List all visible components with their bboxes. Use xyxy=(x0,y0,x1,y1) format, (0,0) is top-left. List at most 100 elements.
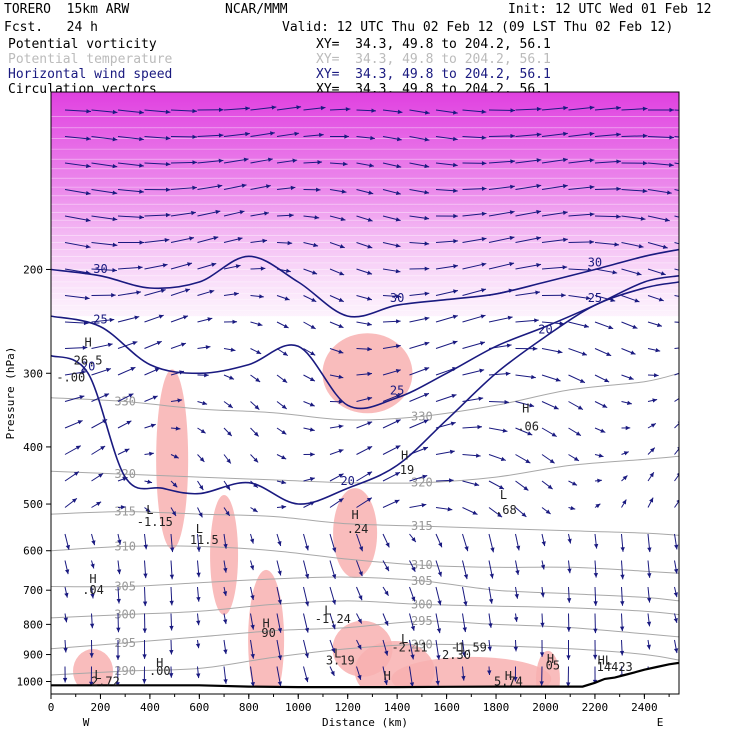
circulation-vector-head xyxy=(536,132,542,137)
circulation-vector-head xyxy=(531,374,536,380)
circulation-vector-head xyxy=(395,294,401,299)
circulation-vector-head xyxy=(260,266,266,271)
circulation-vector-head xyxy=(452,340,458,345)
circulation-vector-head xyxy=(695,137,700,141)
circulation-vector-head xyxy=(235,264,241,269)
circulation-vector-head xyxy=(116,569,122,575)
circulation-vector-head xyxy=(267,157,273,162)
circulation-vector-head xyxy=(452,110,458,115)
circulation-vector-head xyxy=(192,134,197,140)
circulation-vector-head xyxy=(309,427,315,432)
circulation-vector-head xyxy=(192,108,197,114)
circulation-vector-head xyxy=(453,264,458,269)
circulation-vector xyxy=(674,215,679,218)
circulation-vector-head xyxy=(312,270,318,275)
circulation-vector-head xyxy=(395,344,401,349)
circulation-vector-head xyxy=(317,160,323,165)
extremum-annotation: .04 xyxy=(82,583,104,597)
circulation-vector-head xyxy=(367,396,373,401)
circulation-vector-head xyxy=(185,288,190,293)
circulation-vector-head xyxy=(450,421,456,426)
circulation-vector-head xyxy=(669,107,674,113)
circulation-vector-head xyxy=(91,540,96,546)
y-tick-label: 1000 xyxy=(17,676,44,689)
circulation-vector-head xyxy=(255,377,261,382)
circulation-vector-head xyxy=(514,593,519,599)
wind-speed-label: 20 xyxy=(538,323,552,337)
circulation-vector-head xyxy=(593,601,598,606)
circulation-vector-head xyxy=(562,265,568,270)
circulation-vector-head xyxy=(646,597,652,603)
circulation-vector-head xyxy=(367,446,373,451)
circulation-vector xyxy=(674,448,679,455)
theta-contour-295 xyxy=(51,620,679,650)
circulation-vector-head xyxy=(83,320,89,326)
circulation-vector-head xyxy=(196,620,201,626)
circulation-vector-head xyxy=(77,420,83,425)
circulation-vector-head xyxy=(488,598,494,604)
circulation-vector-head xyxy=(632,324,638,329)
circulation-vector-head xyxy=(525,458,531,464)
circulation-vector-head xyxy=(338,349,344,354)
circulation-vector-head xyxy=(628,375,634,380)
circulation-vector-head xyxy=(424,266,430,271)
circulation-vector-head xyxy=(461,675,466,681)
circulation-vector-head xyxy=(566,655,571,660)
circulation-vector-head xyxy=(620,574,625,580)
circulation-vector-head xyxy=(480,341,485,346)
circulation-vector-head xyxy=(689,218,694,222)
circulation-vector-head xyxy=(156,341,162,346)
circulation-vector-head xyxy=(154,368,160,373)
circulation-vector-head xyxy=(481,262,487,267)
circulation-vector xyxy=(674,189,679,191)
circulation-vector-head xyxy=(614,242,620,247)
circulation-vector-head xyxy=(437,571,442,577)
extremum-annotation: H xyxy=(156,656,163,670)
extremum-annotation: 2.30 xyxy=(442,648,471,662)
circulation-vector-head xyxy=(177,398,183,403)
circulation-vector-head xyxy=(646,644,651,650)
circulation-vector-head xyxy=(655,348,661,353)
circulation-vector-head xyxy=(604,378,610,383)
circulation-vector-head xyxy=(128,393,134,398)
circulation-vector-head xyxy=(684,295,689,299)
extremum-annotation: 14423 xyxy=(597,660,633,674)
circulation-vector-head xyxy=(608,325,614,330)
circulation-vector-head xyxy=(339,271,345,276)
y-tick-label: 500 xyxy=(23,498,43,511)
extremum-annotation: L xyxy=(334,646,341,660)
circulation-vector-head xyxy=(342,161,348,167)
circulation-vector-head xyxy=(281,455,287,460)
circulation-vector-head xyxy=(277,655,283,661)
circulation-vector-head xyxy=(187,262,192,267)
circulation-vector-head xyxy=(169,574,175,580)
circulation-vector-head xyxy=(310,351,316,356)
wind-speed-label: 25 xyxy=(588,291,602,305)
circulation-vector-head xyxy=(481,135,487,140)
theta-label: 295 xyxy=(411,614,433,628)
circulation-vector-head xyxy=(340,216,346,222)
circulation-vector-head xyxy=(422,446,428,451)
circulation-vector-head xyxy=(111,292,116,298)
circulation-vector-head xyxy=(63,617,68,623)
circulation-vector-head xyxy=(225,510,230,516)
extremum-annotation: H xyxy=(522,402,529,416)
circulation-vector-head xyxy=(105,367,111,373)
legend-theta-xy: XY= 34.3, 49.8 to 204.2, 56.1 xyxy=(316,52,551,67)
circulation-vector-head xyxy=(477,424,482,430)
circulation-vector-head xyxy=(563,131,568,137)
circulation-vector-head xyxy=(215,209,221,215)
circulation-vector-head xyxy=(396,136,402,142)
circulation-vector-head xyxy=(223,649,228,655)
circulation-vector-head xyxy=(172,482,178,488)
extremum-annotation: H xyxy=(505,669,512,683)
circulation-vector-head xyxy=(589,185,595,190)
circulation-vector-head xyxy=(664,217,670,222)
circulation-vector-head xyxy=(192,185,197,190)
circulation-vector-head xyxy=(597,478,602,483)
circulation-vector-head xyxy=(217,184,223,189)
circulation-vector-head xyxy=(541,541,546,547)
circulation-vector-head xyxy=(262,238,268,244)
circulation-vector-head xyxy=(143,544,148,550)
circulation-vector-head xyxy=(199,457,205,462)
